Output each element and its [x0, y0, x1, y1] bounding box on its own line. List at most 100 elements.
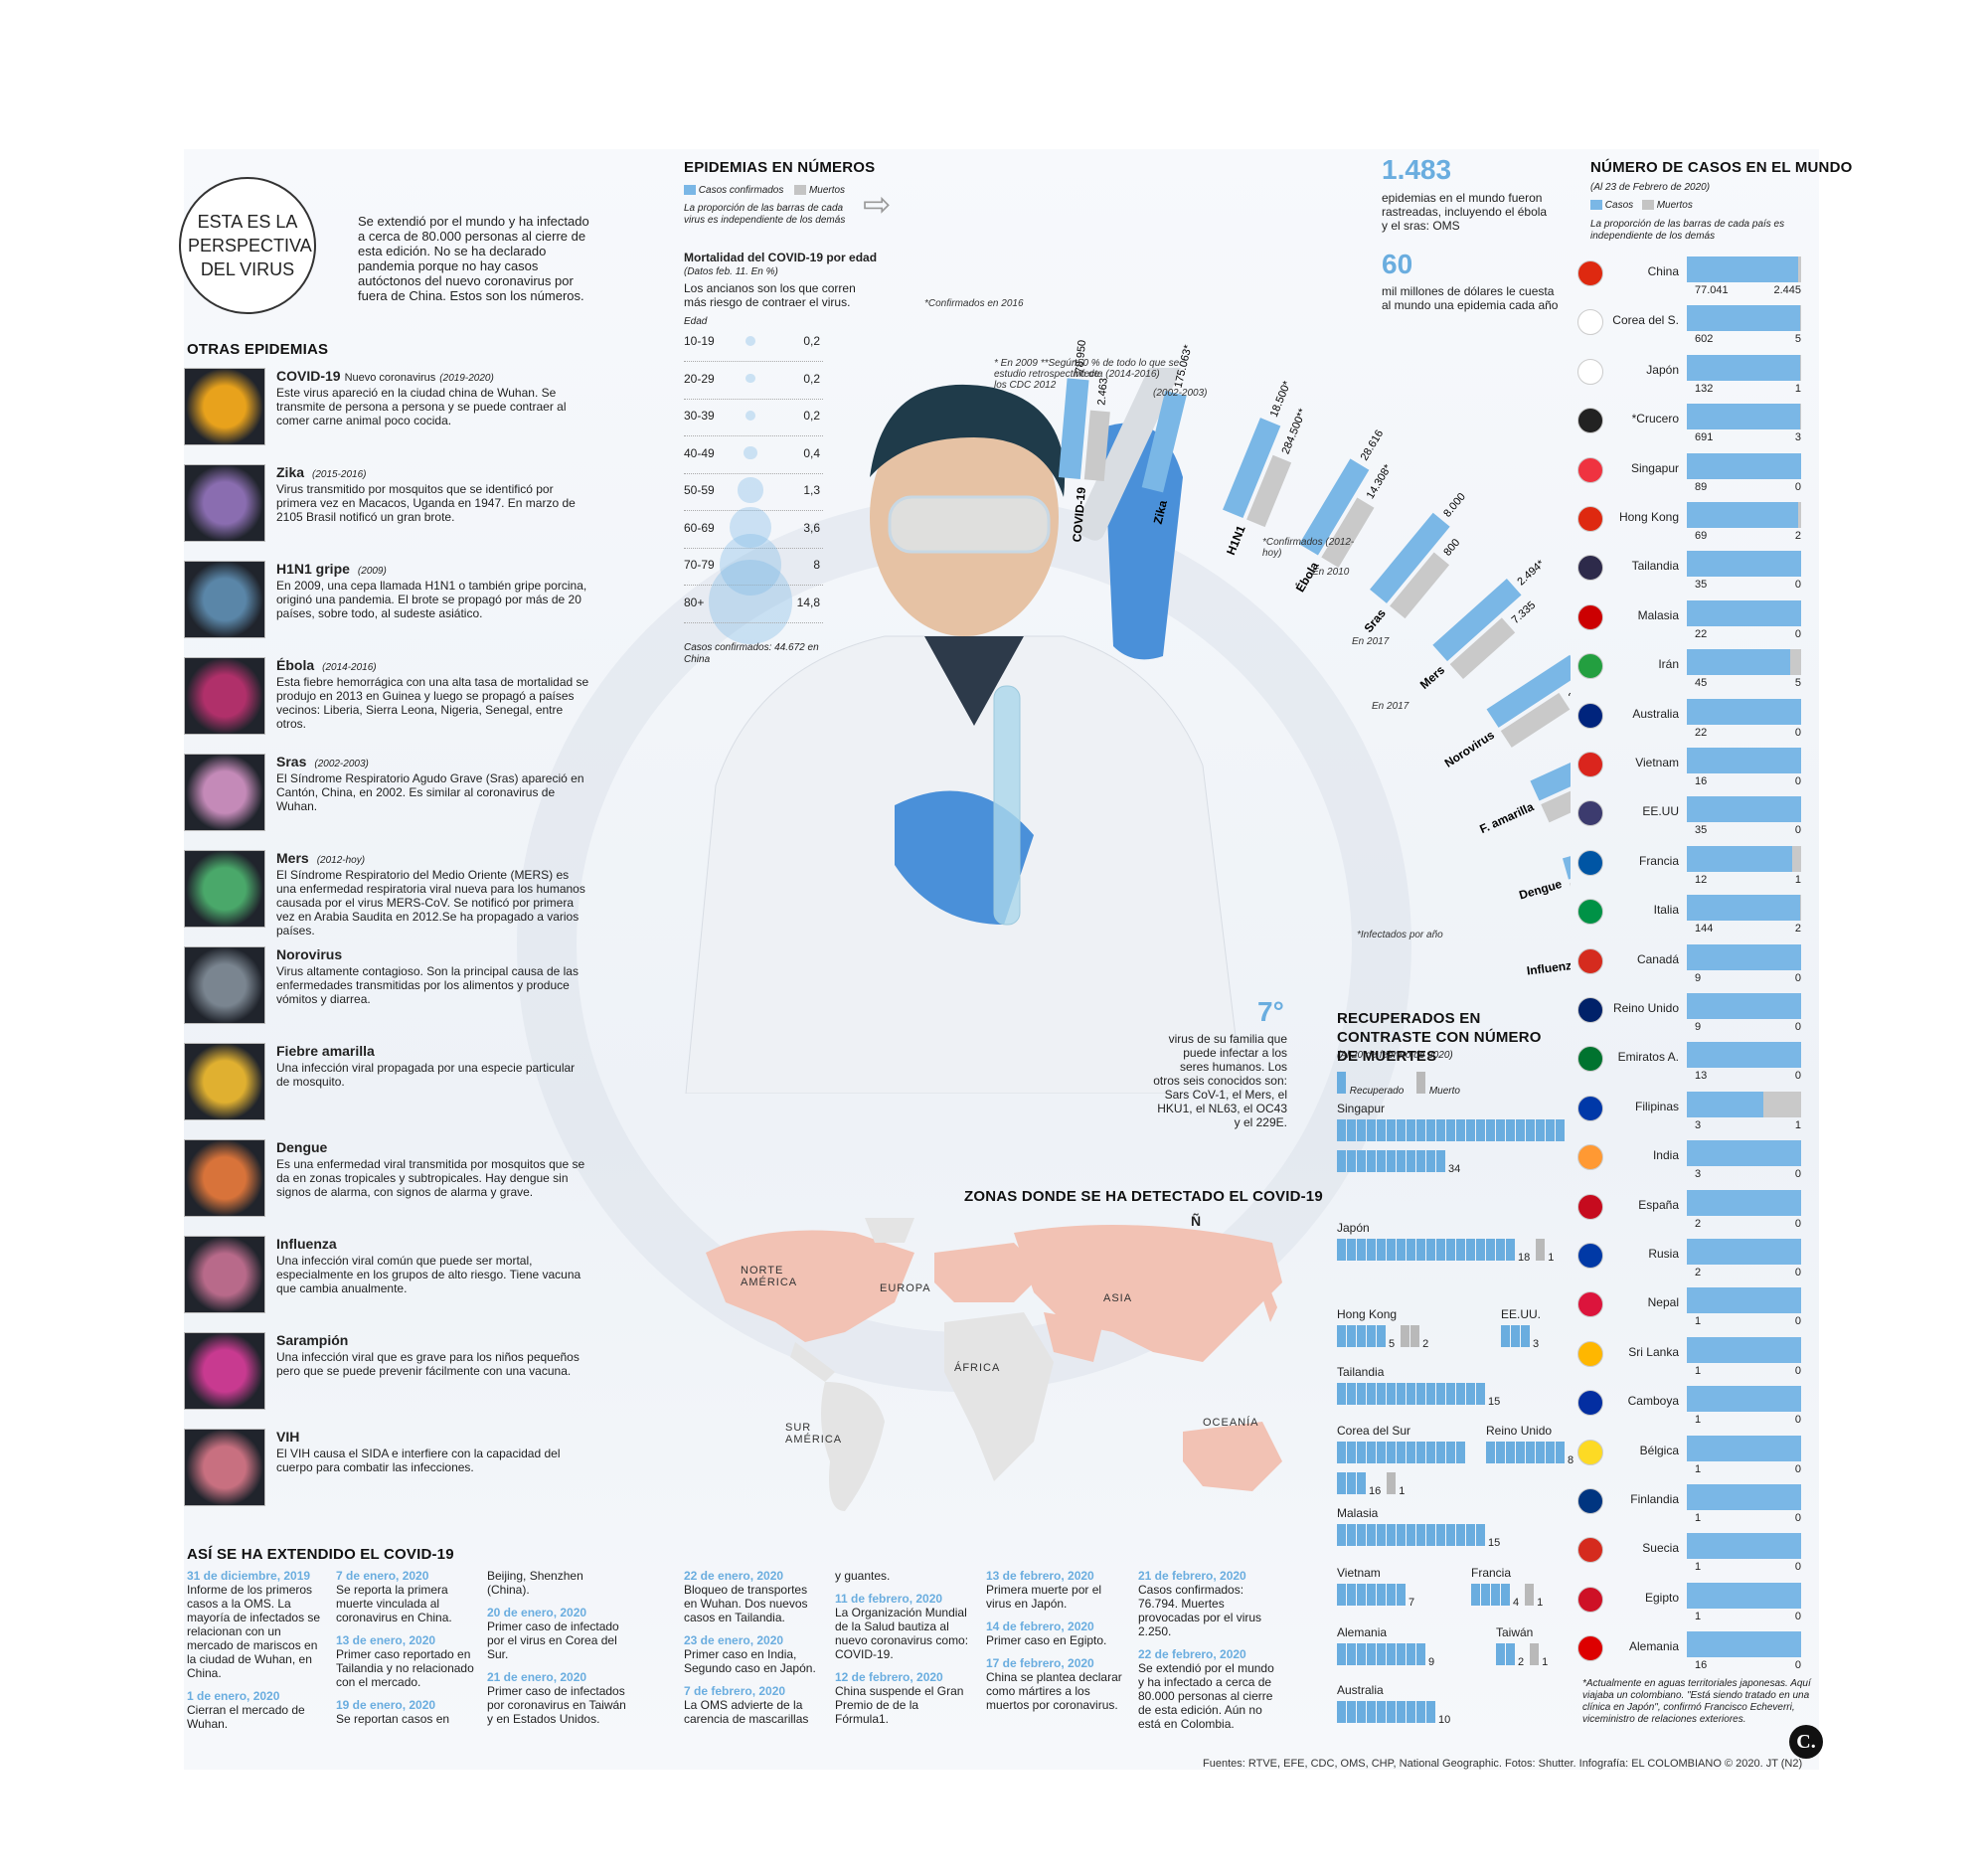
recovered-person-icon — [1337, 1701, 1346, 1723]
recovered-icons: 7 — [1337, 1584, 1471, 1616]
recovered-person-icon — [1506, 1239, 1515, 1261]
cases-bar — [1687, 1582, 1801, 1609]
mortality-age: 60-69 — [684, 520, 715, 535]
timeline-column: 31 de diciembre, 2019 Informe de los prim… — [187, 1569, 326, 1740]
recovered-person-icon — [1377, 1701, 1386, 1723]
recovered-person-icon — [1387, 1442, 1396, 1463]
epidemic-desc: Una infección viral propagada por una es… — [276, 1061, 576, 1089]
cases-value: 89 — [1695, 480, 1708, 493]
recovered-person-icon — [1337, 1472, 1346, 1494]
recovered-country: EE.UU. — [1501, 1307, 1542, 1321]
recovered-person-icon — [1387, 1701, 1396, 1723]
recovered-person-icon — [1436, 1524, 1445, 1546]
timeline-text: Primer caso reportado en Tailandia y no … — [336, 1647, 474, 1689]
country-name: Irán — [1658, 657, 1679, 672]
deaths-bar — [1799, 305, 1801, 332]
recovered-person-icon — [1357, 1701, 1366, 1723]
recovered-person-icon — [1466, 1524, 1475, 1546]
epidemic-item: Ébola (2014-2016) Esta fiebre hemorrágica … — [184, 657, 601, 739]
recovered-person-icon — [1516, 1442, 1525, 1463]
cases-bar — [1687, 502, 1801, 528]
epidemias-legend: Casos confirmados Muertos — [684, 185, 845, 196]
mortality-bubble — [730, 506, 771, 549]
recovered-person-icon — [1377, 1383, 1386, 1405]
recovered-person-icon — [1357, 1584, 1366, 1606]
epidemic-item: COVID-19 Nuevo coronavirus (2019-2020) Este… — [184, 368, 601, 449]
confirmed-value: 78.950 — [1074, 339, 1088, 374]
footer-sources: Fuentes: RTVE, EFE, CDC, OMS, CHP, Natio… — [1203, 1758, 1803, 1770]
recovered-person-icon — [1416, 1701, 1425, 1723]
timeline-date: 22 de enero, 2020 — [684, 1569, 784, 1583]
flag-icon — [1577, 1586, 1603, 1613]
mortality-value: 0,4 — [803, 445, 820, 460]
stat-epidemics-value: 1.483 — [1382, 154, 1452, 185]
legend-deaths2-label: Muertos — [1656, 200, 1693, 211]
recovered-person-icon — [1347, 1472, 1356, 1494]
cases-value: 69 — [1695, 530, 1708, 542]
deaths-bar — [1797, 502, 1801, 528]
timeline-date: 1 de enero, 2020 — [187, 1689, 280, 1703]
timeline-date: 7 de febrero, 2020 — [684, 1684, 786, 1698]
timeline-text: Informe de los primeros casos a la OMS. … — [187, 1583, 321, 1680]
epidemic-item: Norovirus Virus altamente contagioso. Son… — [184, 946, 601, 1028]
timeline-date: 13 de enero, 2020 — [336, 1633, 436, 1647]
dead-person-icon — [1387, 1472, 1397, 1494]
deaths-value: 0 — [1794, 480, 1801, 493]
recovered-person-icon — [1337, 1239, 1346, 1261]
recovered-icons: 8 — [1486, 1442, 1585, 1473]
recovered-person-icon — [1486, 1119, 1495, 1141]
recovered-person-icon — [1397, 1150, 1406, 1172]
country-name: Reino Unido — [1612, 1001, 1679, 1015]
mortality-bubble — [708, 560, 793, 644]
epidemic-name: Zika — [276, 464, 305, 480]
cases-bar — [1687, 452, 1801, 479]
recuperados-title: RECUPERADOS EN CONTRASTE CON NÚMERO DE M… — [1337, 1010, 1542, 1065]
epidemic-note: *50 % de todo lo que se infecta (2014-20… — [1074, 358, 1180, 380]
recovered-person-icon — [1357, 1119, 1366, 1141]
recovered-person-icon — [1466, 1383, 1475, 1405]
mortalidad-desc: Los ancianos son los que corren más ries… — [684, 281, 856, 309]
timeline-text: La Organización Mundial de la Salud baut… — [835, 1606, 969, 1661]
map-asia — [1014, 1225, 1282, 1362]
map-label-oceania: OCEANÍA — [1203, 1417, 1259, 1429]
flag-icon — [1577, 1291, 1603, 1318]
mortalidad-subtitle: (Datos feb. 11. En %) — [684, 266, 778, 277]
mortality-bubble — [746, 373, 755, 384]
cases-value: 3 — [1695, 1168, 1702, 1181]
flag-icon — [1577, 653, 1603, 680]
deaths-bar — [1797, 256, 1801, 282]
country-name: Tailandia — [1631, 559, 1679, 574]
recovered-person-icon — [1407, 1442, 1415, 1463]
epidemic-item: Zika (2015-2016) Virus transmitido por mos… — [184, 464, 601, 546]
map-japan — [1262, 1282, 1277, 1322]
map-south-america — [821, 1382, 885, 1511]
map-europe — [934, 1243, 1044, 1302]
deaths-value: 0 — [1794, 1512, 1801, 1524]
dead-person-icon — [1410, 1325, 1420, 1347]
recovered-count: 16 — [1369, 1485, 1382, 1497]
epidemic-bar-name: Influenza — [1526, 957, 1571, 978]
epidemic-title: H1N1 gripe (2009) — [276, 561, 387, 577]
epidemic-bar-name: Sras — [1361, 606, 1389, 635]
recovered-count: 4 — [1513, 1597, 1520, 1609]
mortality-divider — [684, 621, 823, 623]
recovered-person-icon — [1436, 1383, 1445, 1405]
flag-icon — [1577, 800, 1603, 827]
recovered-person-icon — [1446, 1442, 1455, 1463]
recovered-person-icon — [1501, 1325, 1510, 1347]
recovered-person-icon — [1506, 1442, 1515, 1463]
recovered-person-icon — [1436, 1442, 1445, 1463]
recovered-person-icon — [1407, 1524, 1415, 1546]
cases-bar — [1687, 748, 1801, 773]
cases-value: 2 — [1695, 1217, 1702, 1230]
logo-letter: C. — [1796, 1730, 1816, 1753]
timeline-text: La OMS advierte de la carencia de mascar… — [684, 1698, 809, 1726]
stat-cost-value: 60 — [1382, 249, 1413, 279]
stat-family-text: virus de su familia que puede infectar a… — [1153, 1032, 1287, 1129]
recovered-person-icon — [1387, 1383, 1396, 1405]
stat-family-value: 7° — [1257, 996, 1284, 1027]
arrow-icon: ⇨ — [863, 186, 892, 224]
recovered-person-icon — [1521, 1325, 1530, 1347]
confirmed-bar — [1562, 831, 1571, 880]
otras-epidemias-title: OTRAS EPIDEMIAS — [187, 341, 329, 358]
